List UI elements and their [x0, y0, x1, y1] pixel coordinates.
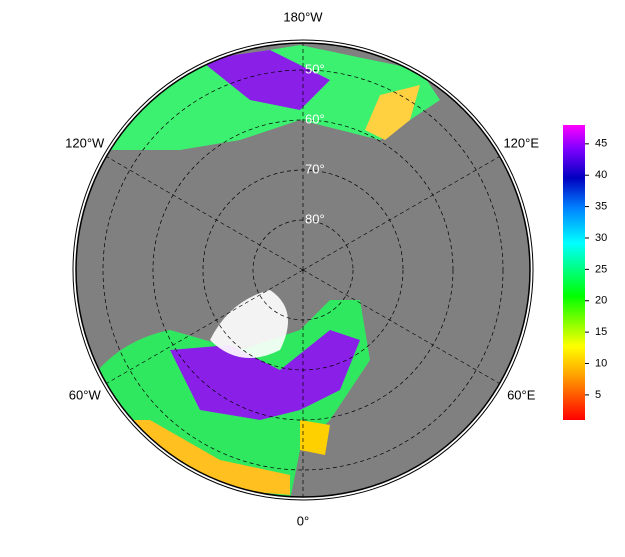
north-sea-field	[300, 420, 330, 455]
atlantic-field	[120, 420, 290, 495]
latitude-circle	[102, 69, 504, 471]
colorbar-tick-label: 40	[595, 169, 607, 181]
longitude-label: 120°W	[65, 135, 105, 150]
meridian	[302, 269, 500, 384]
map-field	[76, 43, 530, 497]
graticule	[102, 43, 504, 497]
longitude-label: 60°W	[69, 387, 102, 402]
latitude-label: 80°	[305, 211, 325, 226]
longitude-label: 60°E	[507, 387, 536, 402]
map-border	[72, 39, 534, 501]
colorbar-tick-label: 15	[595, 326, 607, 338]
colorbar-tick-label: 5	[595, 389, 601, 401]
colorbar-tick-label: 45	[595, 138, 607, 150]
colorbar-tick-label: 35	[595, 201, 607, 213]
latitude-label: 60°	[305, 111, 325, 126]
meridian	[302, 156, 500, 271]
greenland	[210, 290, 288, 358]
longitude-label: 0°	[297, 513, 309, 528]
colorbar	[563, 125, 585, 420]
colorbar-tick-label: 10	[595, 357, 607, 369]
longitude-label: 120°E	[503, 135, 539, 150]
map-border	[75, 42, 531, 498]
atlantic-field	[170, 330, 360, 420]
latitude-label: 70°	[305, 161, 325, 176]
colorbar-tick-label: 20	[595, 295, 607, 307]
longitude-label: 180°W	[283, 9, 323, 24]
colorbar-tick-label: 30	[595, 232, 607, 244]
pacific-field	[200, 50, 330, 110]
meridian	[106, 269, 304, 384]
meridian	[106, 156, 304, 271]
latitude-label: 50°	[305, 61, 325, 76]
latitude-circle	[152, 119, 454, 421]
colorbar-tick-label: 25	[595, 263, 607, 275]
